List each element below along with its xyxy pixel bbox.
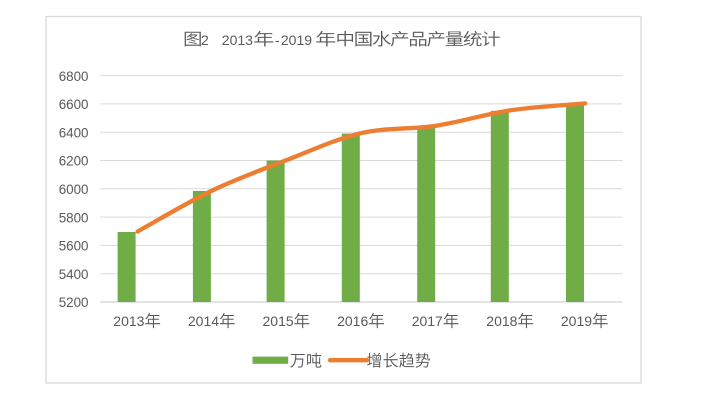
svg-text:6200: 6200 (59, 154, 89, 169)
svg-text:2013: 2013 (113, 313, 144, 329)
svg-text:2017: 2017 (412, 313, 443, 329)
svg-text:-: - (275, 32, 280, 48)
svg-text:2015: 2015 (263, 313, 294, 329)
svg-text:2019: 2019 (281, 32, 312, 48)
svg-text:2019: 2019 (561, 313, 592, 329)
svg-text:2013: 2013 (222, 32, 253, 48)
svg-text:6600: 6600 (59, 97, 89, 112)
svg-text:2016: 2016 (337, 313, 368, 329)
svg-text:2014: 2014 (188, 313, 219, 329)
svg-text:5200: 5200 (59, 295, 89, 310)
svg-text:6000: 6000 (59, 182, 89, 197)
svg-text:5400: 5400 (59, 267, 89, 282)
svg-text:2018: 2018 (486, 313, 517, 329)
svg-text:5800: 5800 (59, 210, 89, 225)
svg-text:2: 2 (201, 32, 209, 48)
svg-text:5600: 5600 (59, 239, 89, 254)
svg-text:6800: 6800 (59, 69, 89, 84)
svg-text:6400: 6400 (59, 125, 89, 140)
